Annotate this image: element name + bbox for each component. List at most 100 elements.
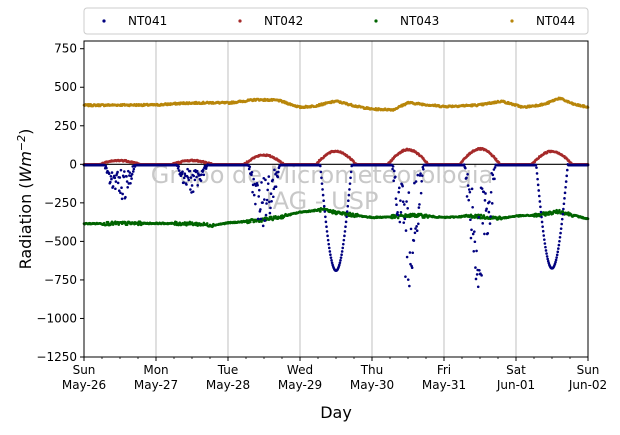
nt041-point (415, 229, 419, 232)
y-axis-title-text: Radiation ( (16, 182, 35, 269)
nt041-point (177, 169, 181, 172)
nt041-point (562, 202, 566, 206)
y-tick-label: 750 (54, 42, 77, 56)
nt041-point (321, 188, 324, 191)
nt041-point (565, 168, 569, 172)
nt041-point (396, 211, 399, 214)
nt041-point (537, 194, 541, 198)
nt041-point (116, 170, 119, 174)
nt041-point (251, 190, 254, 194)
nt041-point (268, 211, 272, 215)
nt041-point (114, 187, 117, 191)
nt042-point (494, 157, 498, 161)
nt041-point (470, 187, 474, 191)
legend-label-nt043: NT043 (400, 14, 439, 28)
nt041-point (488, 222, 492, 225)
nt041-point (408, 284, 411, 288)
legend-marker-nt043 (374, 19, 378, 23)
nt041-point (391, 167, 394, 171)
nt041-point (257, 188, 261, 192)
nt041-point (131, 170, 135, 173)
nt041-point (484, 192, 487, 195)
nt041-point (344, 225, 347, 228)
data-points (82, 96, 590, 289)
nt041-point (545, 255, 549, 258)
nt041-point (485, 207, 488, 211)
nt041-point (394, 197, 398, 200)
nt043-point (249, 220, 252, 224)
nt041-point (111, 185, 115, 188)
nt041-point (534, 163, 538, 167)
nt041-point (107, 172, 111, 175)
nt041-point (417, 206, 421, 209)
x-axis-title: Day (320, 403, 352, 422)
nt041-point (475, 273, 479, 276)
nt041-point (250, 173, 253, 177)
nt041-point (473, 240, 477, 244)
nt041-point (266, 182, 270, 185)
nt041-point (326, 238, 330, 242)
nt041-point (478, 268, 481, 272)
nt043-point (558, 208, 561, 212)
nt041-point (483, 199, 487, 202)
nt041-point (344, 220, 348, 224)
nt041-point (486, 231, 490, 235)
nt041-point (413, 181, 416, 185)
nt041-point (340, 253, 343, 256)
nt041-point (477, 216, 481, 219)
nt041-point (271, 195, 275, 199)
nt041-point (407, 191, 411, 194)
nt041-point (471, 205, 474, 209)
nt041-point (411, 251, 415, 255)
nt041-point (132, 167, 136, 171)
nt041-point (535, 166, 538, 169)
nt041-point (468, 190, 472, 194)
y-axis: 750 500 250 0 −250 −500 −750 −1000 −1250 (36, 42, 84, 364)
x-tick-label-date: May-29 (278, 378, 322, 392)
x-tick-label-date: May-30 (350, 378, 394, 392)
nt041-point (319, 164, 322, 168)
nt041-point (185, 183, 188, 186)
nt041-point (110, 171, 114, 174)
legend-marker-nt041 (102, 19, 106, 23)
y-axis-title-unit: Wm (16, 151, 35, 182)
nt041-point (405, 200, 408, 203)
nt041-point (324, 215, 327, 219)
nt041-point (119, 168, 123, 172)
nt041-point (265, 198, 269, 202)
nt041-point (329, 253, 332, 256)
nt041-point (414, 227, 417, 230)
nt041-point (419, 191, 423, 195)
nt041-point (347, 199, 350, 202)
nt041-point (409, 227, 413, 231)
nt041-point (471, 232, 475, 236)
nt043-point (333, 209, 337, 213)
x-tick-label-day: Fri (437, 363, 451, 377)
x-tick-label-day: Sun (73, 363, 96, 377)
nt041-point (467, 188, 471, 191)
nt041-point (177, 165, 180, 168)
nt041-point (263, 219, 267, 222)
nt041-point (181, 170, 184, 174)
nt041-point (182, 176, 186, 180)
nt041-point (409, 262, 412, 266)
nt041-point (558, 240, 561, 243)
nt041-point (186, 176, 190, 179)
nt041-point (193, 178, 197, 182)
nt041-point (466, 172, 469, 176)
nt041-point (113, 176, 117, 180)
nt041-point (124, 195, 127, 199)
nt041-point (125, 175, 128, 178)
nt041-point (252, 177, 255, 181)
nt041-point (195, 169, 199, 173)
nt041-point (330, 261, 334, 265)
nt041-point (339, 256, 343, 259)
nt041-point (348, 182, 352, 185)
nt041-point (121, 192, 124, 196)
nt041-point (187, 178, 191, 182)
y-tick-label: −1000 (36, 311, 77, 325)
nt041-point (114, 180, 118, 183)
legend-label-nt041: NT041 (128, 14, 167, 28)
legend-label-nt042: NT042 (264, 14, 303, 28)
